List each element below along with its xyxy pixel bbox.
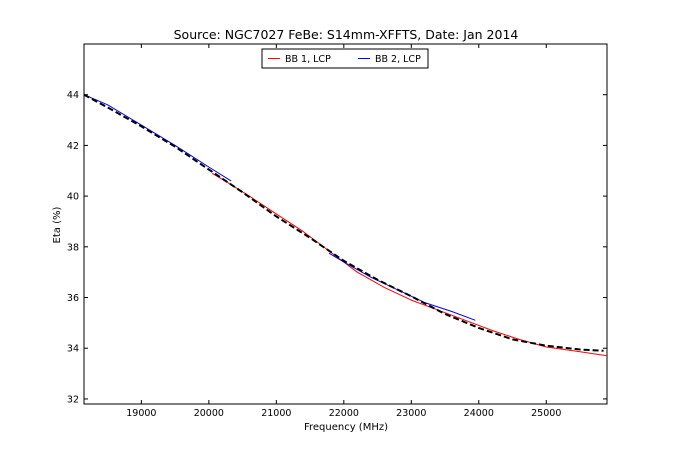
y-axis-label: Eta (%) xyxy=(52,206,63,243)
y-tick-label: 42 xyxy=(67,141,79,152)
legend-label: BB 1, LCP xyxy=(285,54,331,65)
legend: BB 1, LCP BB 2, LCP xyxy=(261,48,429,69)
series-group xyxy=(84,93,607,357)
plot-frame xyxy=(83,43,608,405)
y-tick-label: 36 xyxy=(67,293,79,304)
y-tick-label: 34 xyxy=(67,344,79,355)
x-tick-label: 24000 xyxy=(464,408,494,419)
x-tick-label: 22000 xyxy=(329,408,359,419)
fit-dashed-line xyxy=(84,93,604,352)
plot-area: 19000 20000 21000 22000 23000 24000 25000 32 34 3… xyxy=(67,43,608,419)
y-tick-label: 44 xyxy=(67,90,79,101)
chart-title: Source: NGC7027 FeBe: S14mm-XFFTS, Date:… xyxy=(174,27,519,42)
x-tick-label: 19000 xyxy=(126,408,156,419)
x-tick-label: 20000 xyxy=(194,408,224,419)
y-tick-label: 32 xyxy=(67,394,79,405)
x-tick-label: 21000 xyxy=(261,408,291,419)
legend-label: BB 2, LCP xyxy=(375,54,421,65)
y-tick-label: 38 xyxy=(67,242,79,253)
y-tick-label: 40 xyxy=(67,192,79,203)
x-tick-label: 23000 xyxy=(396,408,426,419)
series-line-segment xyxy=(84,94,232,182)
legend-box xyxy=(261,48,429,69)
x-tick-label: 25000 xyxy=(531,408,561,419)
x-axis-label: Frequency (MHz) xyxy=(304,422,388,433)
